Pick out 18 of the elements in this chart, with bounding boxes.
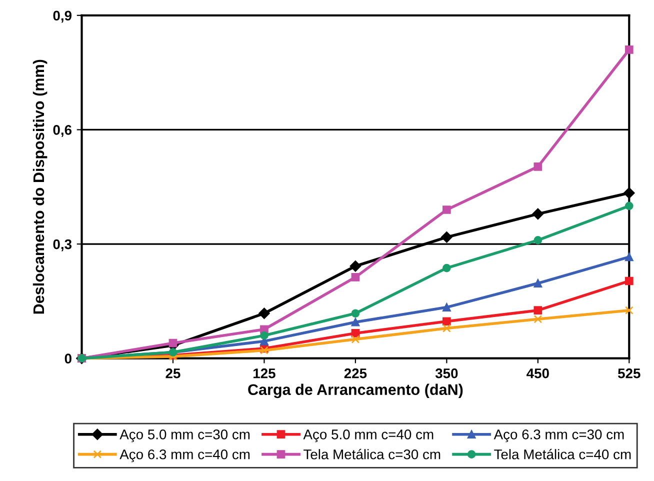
y-tick-label: 0,6	[53, 125, 72, 137]
x-axis-title: Carga de Arrancamento (daN)	[248, 384, 463, 398]
x-tick-label: 450	[526, 368, 549, 378]
y-tick-label: 0,9	[53, 10, 72, 23]
x-tick-label: 225	[344, 368, 367, 378]
legend-label: Aço 5.0 mm c=30 cm	[120, 430, 250, 442]
legend-label: Aço 6.3 mm c=30 cm	[494, 430, 624, 442]
y-tick-label: 0,3	[53, 239, 72, 252]
x-tick-label: 125	[254, 368, 276, 378]
x-tick-label: 525	[618, 368, 640, 378]
x-tick-label: 350	[435, 368, 458, 378]
y-axis-title: Deslocamento do Dispositivo (mm)	[32, 60, 48, 314]
legend-label: Aço 6.3 mm c=40 cm	[120, 449, 250, 462]
x-tick-label: 25	[166, 368, 180, 378]
legend-label: Aço 5.0 mm c=40 cm	[303, 430, 434, 442]
legend-label: Tela Metálica c=30 cm	[304, 448, 440, 460]
y-tick-label: 0	[64, 354, 72, 364]
legend-label: Tela Metálica c=40 cm	[494, 448, 631, 460]
